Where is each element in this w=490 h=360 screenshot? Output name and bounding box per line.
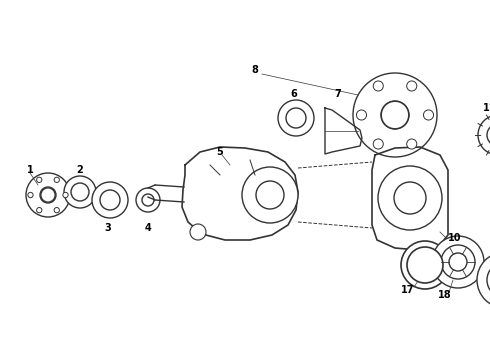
Text: 1: 1 bbox=[26, 165, 33, 175]
Circle shape bbox=[286, 108, 306, 128]
Circle shape bbox=[142, 194, 154, 206]
Text: 11: 11 bbox=[483, 103, 490, 113]
Text: 6: 6 bbox=[291, 89, 297, 99]
Polygon shape bbox=[325, 108, 362, 154]
Circle shape bbox=[423, 110, 434, 120]
Text: 7: 7 bbox=[335, 89, 342, 99]
Circle shape bbox=[63, 192, 68, 198]
Circle shape bbox=[256, 181, 284, 209]
Text: 17: 17 bbox=[401, 285, 415, 295]
Text: 4: 4 bbox=[145, 223, 151, 233]
Circle shape bbox=[26, 173, 70, 217]
Polygon shape bbox=[182, 147, 298, 240]
Circle shape bbox=[432, 236, 484, 288]
Circle shape bbox=[373, 81, 383, 91]
Circle shape bbox=[378, 166, 442, 230]
Circle shape bbox=[407, 81, 417, 91]
Circle shape bbox=[242, 167, 298, 223]
Circle shape bbox=[54, 177, 59, 183]
Circle shape bbox=[92, 182, 128, 218]
Text: 3: 3 bbox=[105, 223, 111, 233]
Circle shape bbox=[100, 190, 120, 210]
Text: 5: 5 bbox=[217, 147, 223, 157]
Circle shape bbox=[449, 253, 467, 271]
Text: 18: 18 bbox=[438, 290, 452, 300]
Circle shape bbox=[54, 207, 59, 213]
Circle shape bbox=[353, 73, 437, 157]
Circle shape bbox=[487, 124, 490, 146]
Circle shape bbox=[71, 183, 89, 201]
Circle shape bbox=[487, 262, 490, 298]
Circle shape bbox=[37, 177, 42, 183]
Circle shape bbox=[407, 139, 417, 149]
Circle shape bbox=[401, 241, 449, 289]
Circle shape bbox=[278, 100, 314, 136]
Circle shape bbox=[40, 187, 56, 203]
Circle shape bbox=[477, 252, 490, 308]
Circle shape bbox=[381, 101, 409, 129]
Circle shape bbox=[136, 188, 160, 212]
Circle shape bbox=[356, 110, 367, 120]
Circle shape bbox=[373, 139, 383, 149]
Text: 2: 2 bbox=[76, 165, 83, 175]
Circle shape bbox=[441, 245, 475, 279]
Polygon shape bbox=[372, 147, 448, 250]
Circle shape bbox=[41, 188, 55, 202]
Circle shape bbox=[37, 207, 42, 213]
Circle shape bbox=[394, 182, 426, 214]
Text: 8: 8 bbox=[251, 65, 258, 75]
Circle shape bbox=[381, 101, 409, 129]
Circle shape bbox=[478, 115, 490, 155]
Circle shape bbox=[64, 176, 96, 208]
Circle shape bbox=[190, 224, 206, 240]
Text: 10: 10 bbox=[448, 233, 462, 243]
Circle shape bbox=[407, 247, 443, 283]
Circle shape bbox=[28, 192, 33, 198]
